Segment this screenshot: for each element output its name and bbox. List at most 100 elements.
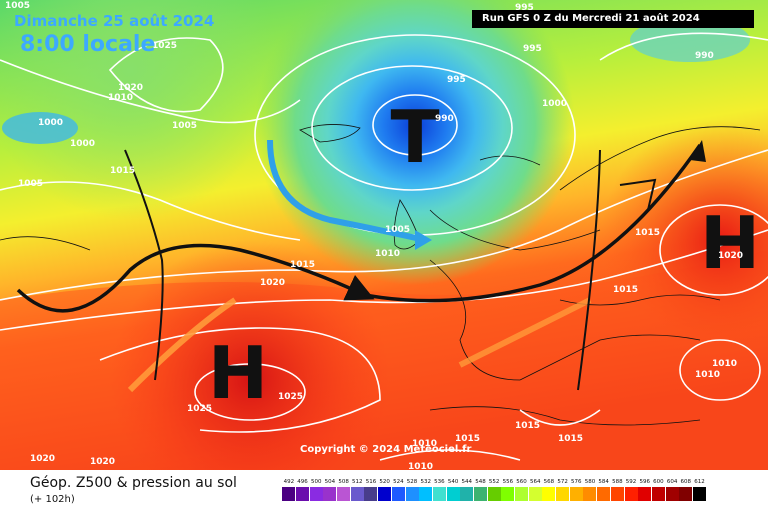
scale-value: 588: [612, 479, 623, 485]
scale-value: 496: [297, 479, 308, 485]
scale-swatch: [323, 487, 337, 501]
scale-value: 516: [365, 479, 377, 485]
isobar-label: 1010: [375, 249, 400, 259]
isobar-label: 1015: [110, 166, 135, 176]
scale-value: 576: [571, 479, 582, 485]
isobar-label: 1020: [260, 278, 285, 288]
isobar-label: 1020: [118, 83, 143, 93]
warm-flow-arrow-east: [458, 297, 592, 368]
scale-step: 596: [638, 478, 652, 501]
isobar-label: 1020: [90, 457, 115, 467]
scale-swatch: [638, 487, 652, 501]
high-pressure-zone-east: [0, 0, 768, 470]
scale-value: 568: [543, 479, 555, 485]
high-pressure-marker-south: H: [208, 331, 268, 415]
isobar-label: 1015: [613, 285, 638, 295]
scale-swatch: [610, 487, 624, 501]
scale-value: 508: [338, 479, 349, 485]
scale-swatch: [337, 487, 351, 501]
scale-step: 580: [583, 478, 597, 501]
scale-value: 492: [283, 479, 295, 485]
scale-value: 580: [584, 479, 596, 485]
scale-step: 516: [364, 478, 378, 501]
isobar-label: 1005: [18, 179, 43, 189]
isobar-labels: 1005 1025 1020 1010 1000 1005 1000 1015 …: [5, 1, 743, 470]
scale-swatch: [350, 487, 364, 501]
isobar-label: 1005: [385, 225, 410, 235]
isobar-label: 1000: [38, 118, 63, 128]
isobar-label: 1015: [635, 228, 660, 238]
scale-swatch: [487, 487, 501, 501]
scale-step: 524: [391, 478, 406, 501]
scale-step: 496: [296, 478, 310, 501]
scale-swatch: [473, 487, 487, 501]
scale-swatch: [391, 487, 405, 501]
scale-step: 588: [610, 478, 625, 501]
scale-value: 560: [516, 479, 527, 485]
scale-swatch: [282, 487, 296, 501]
scale-step: 504: [323, 478, 337, 501]
scale-swatch: [309, 487, 323, 501]
isobar-label: 1000: [70, 139, 95, 149]
scale-value: 552: [488, 479, 500, 485]
scale-swatch: [569, 487, 583, 501]
scale-value: 596: [639, 479, 650, 485]
scale-step: 600: [651, 478, 666, 501]
scale-value: 512: [352, 479, 363, 485]
isobar-label: 1010: [695, 370, 720, 380]
scale-value: 592: [625, 479, 637, 485]
scale-value: 556: [502, 479, 514, 485]
isobar-label: 1015: [515, 421, 540, 431]
forecast-date: Dimanche 25 août 2024: [14, 12, 215, 30]
scale-swatch: [665, 487, 679, 501]
scale-step: 536: [432, 478, 447, 501]
scale-step: 548: [473, 478, 488, 501]
scale-swatch: [528, 487, 542, 501]
ridge-arrow: [619, 178, 657, 211]
isobar-label: 1000: [542, 99, 567, 109]
scale-step: 512: [350, 478, 364, 501]
scale-step: 528: [405, 478, 419, 501]
scale-swatch: [542, 487, 556, 501]
scale-swatch: [364, 487, 378, 501]
scale-swatch: [679, 487, 693, 501]
scale-step: 520: [378, 478, 392, 501]
scale-value: 608: [680, 479, 692, 485]
scale-value: 540: [447, 479, 459, 485]
scale-step: 508: [337, 478, 351, 501]
scale-step: 576: [569, 478, 583, 501]
jet-stream-east: [364, 144, 702, 303]
scale-value: 544: [461, 479, 473, 485]
scale-value: 604: [666, 479, 678, 485]
scale-value: 600: [653, 479, 664, 485]
isobar-label: 1005: [172, 121, 197, 131]
scale-step: 540: [446, 478, 460, 501]
scale-value: 536: [434, 479, 445, 485]
scale-step: 584: [597, 478, 611, 501]
scale-step: 492: [282, 478, 296, 501]
warm-flow-arrow-west: [127, 297, 237, 393]
jet-stream-east-head: [690, 140, 706, 162]
isobar-label: 1015: [455, 434, 480, 444]
scale-swatch: [556, 487, 570, 501]
scale-step: 556: [501, 478, 515, 501]
legend-subtitle: (+ 102h): [30, 494, 75, 505]
low-pressure-marker: T: [390, 95, 439, 179]
isobar-label: 995: [523, 44, 542, 54]
isobar-label: 1005: [5, 1, 30, 11]
scale-swatch: [651, 487, 665, 501]
scale-value: 564: [529, 479, 541, 485]
scale-value: 528: [406, 479, 418, 485]
scale-swatch: [597, 487, 611, 501]
isobar-label: 1010: [412, 439, 437, 449]
isobar-label: 1025: [152, 41, 177, 51]
scale-swatch: [501, 487, 515, 501]
scale-step: 608: [679, 478, 693, 501]
scale-swatch: [296, 487, 310, 501]
jet-stream-main: [16, 243, 375, 313]
scale-step: 592: [624, 478, 638, 501]
scale-value: 504: [324, 479, 336, 485]
scale-step: 560: [515, 478, 529, 501]
isobar-label: 1020: [718, 251, 743, 261]
